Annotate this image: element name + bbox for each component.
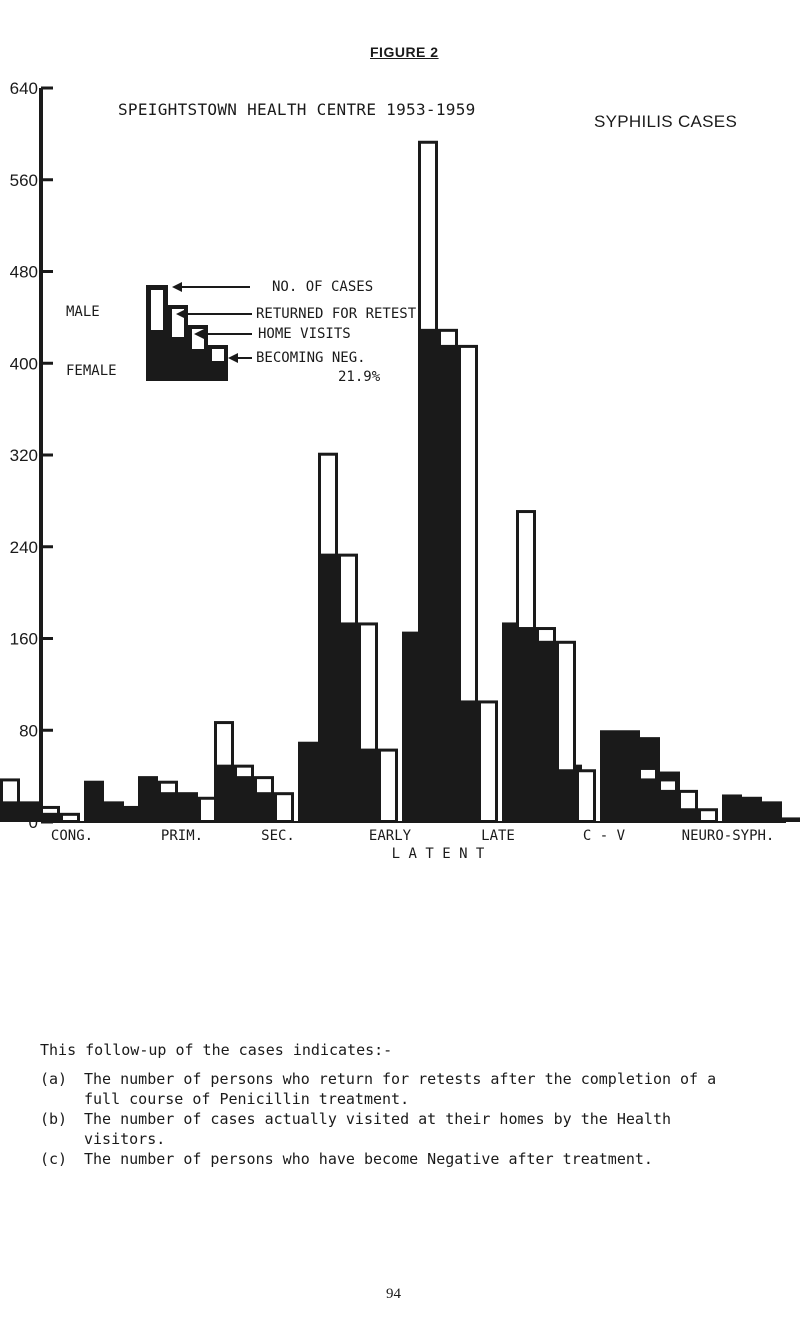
legend-note: 21.9%: [338, 369, 381, 385]
category-label: LATE: [481, 828, 515, 844]
bar-returned-inner: [341, 556, 355, 623]
latent-label: L A T E N T: [392, 846, 485, 862]
y-tick-label: 640: [10, 79, 38, 98]
bar-home-visits-inner: [361, 625, 375, 749]
bar-group: [516, 510, 680, 822]
y-axis-ticks: 0 80 160 240 320 400 480 560 640: [10, 79, 53, 832]
bar-cases-inner: [641, 769, 655, 779]
legend-female-label: FEMALE: [66, 363, 117, 379]
note-text: The number of persons who have become Ne…: [84, 1150, 653, 1168]
note-item-b: (b) The number of cases actually visited…: [40, 1109, 760, 1149]
legend-arrowhead-1: [172, 282, 182, 292]
note-item-c: (c) The number of persons who have becom…: [40, 1149, 760, 1169]
y-tick-label: 240: [10, 538, 38, 557]
legend-glyph-neg-inner: [212, 349, 224, 361]
bar-cases: [638, 766, 658, 822]
note-key: (b): [40, 1110, 68, 1128]
bar-cases-inner: [321, 455, 335, 554]
bar-home-visits-inner: [681, 792, 695, 809]
bar-groups: [0, 140, 800, 823]
category-label: CONG.: [51, 828, 93, 844]
legend-glyph-cases-inner: [151, 290, 163, 330]
bar-returned-inner: [441, 331, 455, 345]
bar-returned: [104, 801, 124, 822]
bar-negative: [782, 817, 800, 822]
bar-home-visits-inner: [257, 779, 271, 793]
bar-returned: [620, 730, 640, 822]
bar-home-visits: [40, 805, 60, 822]
category-label: C - V: [583, 828, 626, 844]
note-text: The number of persons who return for ret…: [84, 1070, 717, 1108]
bar-home-visits: [178, 792, 198, 822]
bar-cases: [298, 741, 318, 822]
bar-returned-inner: [661, 781, 675, 790]
bar-cases-inner: [3, 781, 17, 802]
bar-home-visits-inner: [43, 808, 57, 813]
y-tick-label: 480: [10, 263, 38, 282]
y-tick-label: 560: [10, 171, 38, 190]
bar-returned: [742, 796, 762, 822]
bar-cases: [600, 730, 620, 822]
note-text: The number of cases actually visited at …: [84, 1110, 671, 1148]
bar-negative-inner: [201, 799, 215, 820]
legend-arrowhead-4: [228, 353, 238, 363]
bar-cases: [402, 631, 422, 822]
note-item-a: (a) The number of persons who return for…: [40, 1069, 760, 1109]
legend-item-home-visits: HOME VISITS: [258, 326, 351, 342]
page-number: 94: [386, 1286, 401, 1302]
bar-home-visits-inner: [559, 643, 573, 770]
bar-home-visits-inner: [461, 347, 475, 701]
bar-negative-inner: [481, 703, 495, 820]
bar-returned-inner: [161, 783, 175, 793]
bar-returned-inner: [237, 767, 251, 777]
notes-intro: This follow-up of the cases indicates:-: [40, 1041, 393, 1059]
category-label: EARLY: [369, 828, 412, 844]
bar-home-visits: [762, 801, 782, 822]
bar-cases: [722, 794, 742, 822]
bar-cases: [84, 780, 104, 822]
bar-returned: [234, 764, 254, 822]
bar-negative-inner: [277, 795, 291, 820]
chart-title: SPEIGHTSTOWN HEALTH CENTRE 1953-1959: [118, 100, 476, 119]
bar-returned: [536, 627, 556, 822]
note-key: (a): [40, 1070, 68, 1088]
bar-negative-inner: [381, 751, 395, 820]
y-tick-label: 400: [10, 354, 38, 373]
bar-group: [138, 776, 218, 822]
legend-male-label: MALE: [66, 304, 100, 320]
bar-negative-inner: [63, 815, 77, 820]
legend-item-returned: RETURNED FOR RETEST: [256, 306, 417, 322]
y-tick-label: 160: [10, 630, 38, 649]
y-tick-label: 320: [10, 446, 38, 465]
y-tick-label: 0: [29, 813, 38, 832]
legend: MALE FEMALE NO. OF CASES RETURNED FOR RE…: [66, 279, 417, 385]
chart-subtitle: SYPHILIS CASES: [594, 112, 738, 131]
category-label: SEC.: [261, 828, 295, 844]
legend-arrowhead-2: [176, 309, 186, 319]
bar-cases-inner: [519, 513, 533, 628]
bar-negative-inner: [701, 811, 715, 820]
legend-item-cases: NO. OF CASES: [272, 279, 373, 295]
notes-section: This follow-up of the cases indicates:- …: [40, 1040, 760, 1169]
category-label: NEURO-SYPH.: [682, 828, 775, 844]
category-label: PRIM.: [161, 828, 203, 844]
bar-cases-inner: [217, 724, 231, 765]
category-labels: CONG. PRIM. SEC. EARLY LATE C - V NEURO-SYPH.: [51, 828, 774, 844]
note-key: (c): [40, 1150, 68, 1168]
syphilis-cases-chart: 0 80 160 240 320 400 480 560 640 CONG. PRIM. SEC. E…: [0, 79, 800, 862]
bar-returned: [438, 328, 458, 822]
bar-cases: [138, 776, 158, 822]
bar-returned: [20, 801, 40, 822]
legend-arrowhead-3: [194, 329, 204, 339]
figure-label: FIGURE 2: [370, 44, 439, 60]
bar-returned-inner: [539, 630, 553, 641]
legend-item-negative: BECOMING NEG.: [256, 350, 366, 366]
bar-negative-inner: [579, 772, 593, 820]
bar-cases-inner: [421, 143, 435, 329]
y-tick-label: 80: [19, 721, 38, 740]
bar-group: [638, 766, 800, 822]
